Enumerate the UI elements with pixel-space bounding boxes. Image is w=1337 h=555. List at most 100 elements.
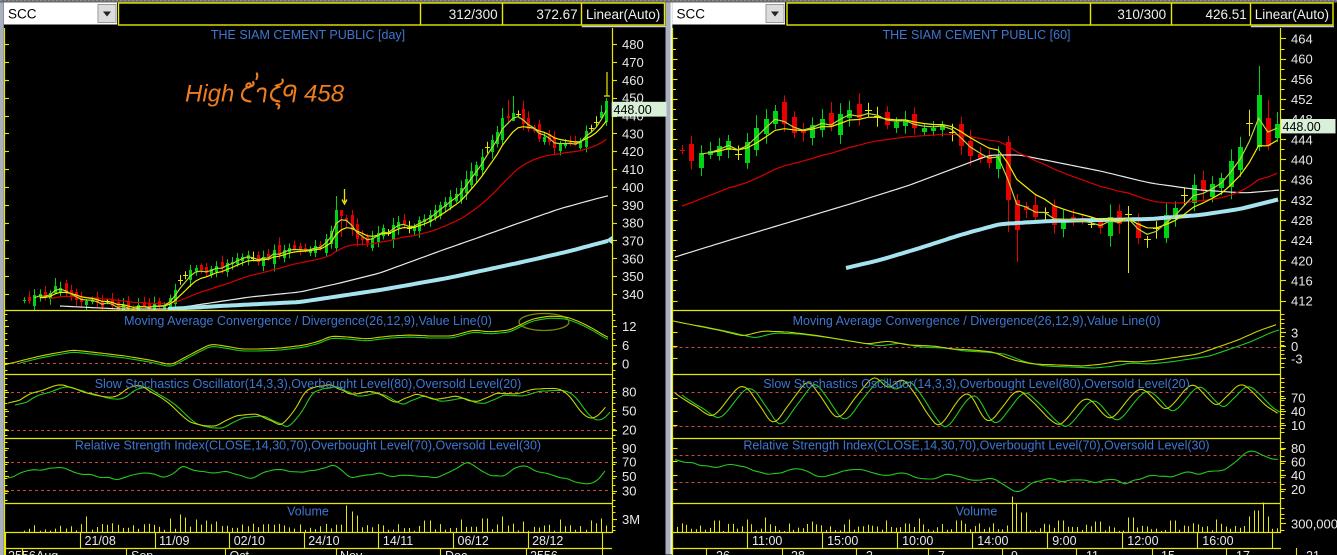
svg-text:10: 10 bbox=[1291, 418, 1305, 433]
svg-text:50: 50 bbox=[622, 404, 636, 419]
svg-text:448.00: 448.00 bbox=[614, 103, 652, 117]
svg-text:16:00: 16:00 bbox=[1202, 534, 1233, 548]
svg-text:Dec: Dec bbox=[445, 549, 467, 555]
svg-text:350: 350 bbox=[622, 269, 644, 284]
svg-text:15: 15 bbox=[1161, 549, 1175, 555]
svg-text:2556: 2556 bbox=[530, 549, 558, 555]
svg-text:7: 7 bbox=[938, 549, 945, 555]
svg-text:420: 420 bbox=[1291, 253, 1313, 268]
svg-text:380: 380 bbox=[622, 216, 644, 231]
svg-text:460: 460 bbox=[1291, 52, 1313, 67]
svg-text:340: 340 bbox=[622, 287, 644, 302]
svg-text:Moving Average Convergence / D: Moving Average Convergence / Divergence(… bbox=[793, 314, 1161, 328]
svg-text:412: 412 bbox=[1291, 294, 1313, 309]
svg-text:Slow Stochastics Oscillator(14: Slow Stochastics Oscillator(14,3,3),Over… bbox=[763, 377, 1190, 391]
svg-text:Nov: Nov bbox=[340, 549, 363, 555]
svg-text:28: 28 bbox=[791, 549, 805, 555]
svg-text:452: 452 bbox=[1291, 92, 1313, 107]
svg-text:28/12: 28/12 bbox=[532, 534, 563, 548]
svg-text:SCC: SCC bbox=[677, 7, 706, 22]
svg-text:6: 6 bbox=[622, 338, 629, 353]
svg-text:360: 360 bbox=[622, 251, 644, 266]
svg-text:0: 0 bbox=[1291, 339, 1298, 354]
svg-text:470: 470 bbox=[622, 55, 644, 70]
svg-text:80: 80 bbox=[1291, 441, 1305, 456]
svg-text:Oct: Oct bbox=[230, 549, 250, 555]
svg-text:460: 460 bbox=[622, 73, 644, 88]
svg-text:THE SIAM CEMENT PUBLIC [60]: THE SIAM CEMENT PUBLIC [60] bbox=[882, 28, 1070, 42]
svg-text:Sep: Sep bbox=[131, 549, 153, 555]
svg-text:456: 456 bbox=[1291, 72, 1313, 87]
svg-text:Moving Average Convergence / D: Moving Average Convergence / Divergence(… bbox=[124, 314, 492, 328]
svg-text:3M: 3M bbox=[622, 512, 640, 527]
svg-text:High: High bbox=[185, 81, 234, 108]
svg-text:40: 40 bbox=[1291, 404, 1305, 419]
svg-text:0: 0 bbox=[622, 356, 629, 371]
svg-text:372.67: 372.67 bbox=[536, 7, 577, 22]
svg-text:Linear(Auto): Linear(Auto) bbox=[586, 7, 660, 22]
svg-text:12:00: 12:00 bbox=[1127, 534, 1158, 548]
svg-text:428: 428 bbox=[1291, 213, 1313, 228]
svg-text:02/10: 02/10 bbox=[234, 534, 265, 548]
svg-text:430: 430 bbox=[622, 126, 644, 141]
svg-text:-3: -3 bbox=[1291, 352, 1303, 367]
svg-text:370: 370 bbox=[622, 233, 644, 248]
svg-text:420: 420 bbox=[622, 144, 644, 159]
svg-text:SCC: SCC bbox=[8, 7, 37, 22]
svg-text:26: 26 bbox=[716, 549, 730, 555]
svg-text:THE SIAM CEMENT PUBLIC [day]: THE SIAM CEMENT PUBLIC [day] bbox=[211, 28, 405, 42]
svg-text:9:00: 9:00 bbox=[1052, 534, 1076, 548]
svg-text:30: 30 bbox=[622, 484, 636, 499]
svg-text:9: 9 bbox=[1011, 549, 1018, 555]
svg-text:416: 416 bbox=[1291, 273, 1313, 288]
svg-text:Relative Strength Index(CLOSE,: Relative Strength Index(CLOSE,14,30,70),… bbox=[75, 439, 541, 453]
svg-text:50: 50 bbox=[622, 469, 636, 484]
svg-text:70: 70 bbox=[622, 455, 636, 470]
svg-text:21/08: 21/08 bbox=[85, 534, 116, 548]
svg-text:400: 400 bbox=[622, 180, 644, 195]
svg-text:90: 90 bbox=[622, 441, 636, 456]
svg-text:432: 432 bbox=[1291, 193, 1313, 208]
svg-text:11: 11 bbox=[1086, 549, 1099, 555]
svg-text:11/09: 11/09 bbox=[159, 534, 189, 548]
svg-text:14/11: 14/11 bbox=[383, 534, 413, 548]
svg-text:2556: 2556 bbox=[8, 549, 36, 555]
svg-text:300,000: 300,000 bbox=[1291, 516, 1337, 531]
svg-text:410: 410 bbox=[622, 162, 644, 177]
svg-text:426.51: 426.51 bbox=[1206, 7, 1247, 22]
svg-text:11:00: 11:00 bbox=[752, 534, 782, 548]
svg-text:70: 70 bbox=[1291, 391, 1305, 406]
svg-text:464: 464 bbox=[1291, 32, 1313, 47]
svg-text:10:00: 10:00 bbox=[902, 534, 933, 548]
svg-text:15:00: 15:00 bbox=[827, 534, 858, 548]
svg-text:Slow Stochastics Oscillator(14: Slow Stochastics Oscillator(14,3,3),Over… bbox=[95, 377, 522, 391]
svg-text:424: 424 bbox=[1291, 233, 1313, 248]
svg-text:440: 440 bbox=[1291, 153, 1313, 168]
svg-text:20: 20 bbox=[1291, 482, 1305, 497]
svg-text:Volume: Volume bbox=[956, 505, 998, 519]
svg-text:20: 20 bbox=[622, 423, 636, 438]
svg-text:436: 436 bbox=[1291, 173, 1313, 188]
svg-text:17: 17 bbox=[1236, 549, 1250, 555]
svg-text:444: 444 bbox=[1291, 132, 1313, 147]
svg-text:80: 80 bbox=[622, 385, 636, 400]
svg-text:3: 3 bbox=[1291, 326, 1298, 341]
svg-text:Volume: Volume bbox=[287, 505, 329, 519]
svg-text:312/300: 312/300 bbox=[449, 7, 498, 22]
svg-text:480: 480 bbox=[622, 37, 644, 52]
svg-text:448.00: 448.00 bbox=[1283, 120, 1321, 134]
svg-text:24/10: 24/10 bbox=[308, 534, 339, 548]
svg-text:06/12: 06/12 bbox=[458, 534, 489, 548]
svg-text:21: 21 bbox=[1306, 549, 1320, 555]
svg-text:390: 390 bbox=[622, 198, 644, 213]
svg-text:14:00: 14:00 bbox=[977, 534, 1008, 548]
svg-text:458: 458 bbox=[304, 81, 345, 108]
svg-text:12: 12 bbox=[622, 319, 636, 334]
svg-text:Linear(Auto): Linear(Auto) bbox=[1255, 7, 1329, 22]
svg-text:Relative Strength Index(CLOSE,: Relative Strength Index(CLOSE,14,30,70),… bbox=[743, 439, 1209, 453]
svg-text:310/300: 310/300 bbox=[1117, 7, 1166, 22]
svg-text:60: 60 bbox=[1291, 454, 1305, 469]
svg-text:3: 3 bbox=[866, 549, 873, 555]
svg-text:Aug: Aug bbox=[36, 549, 58, 555]
svg-text:40: 40 bbox=[1291, 468, 1305, 483]
